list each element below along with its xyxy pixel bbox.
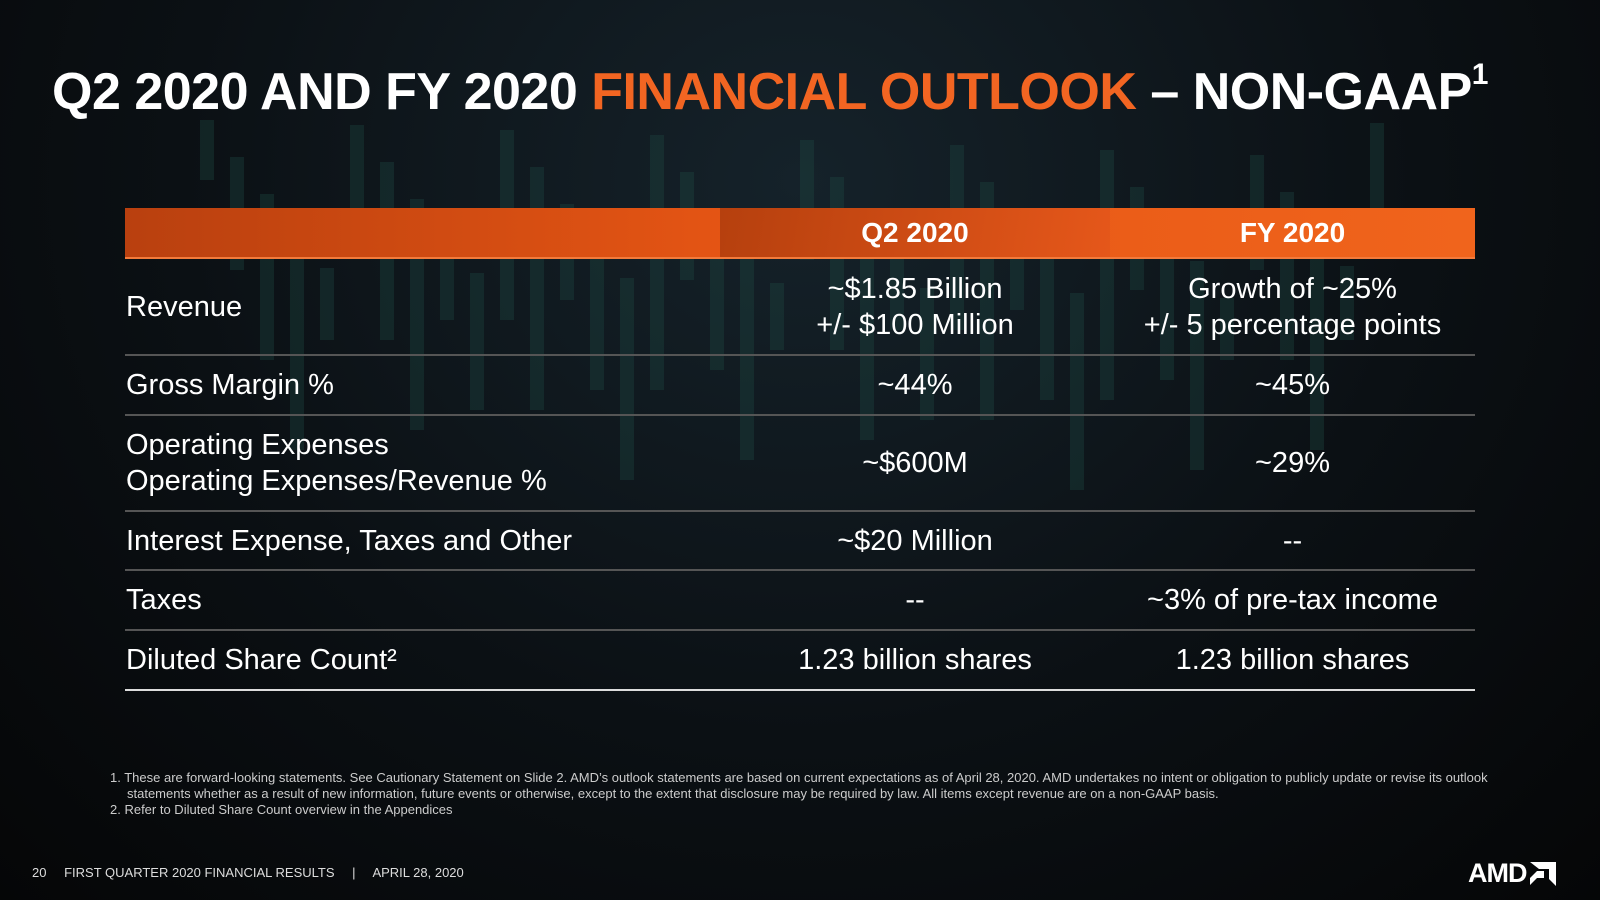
fy-value-line: -- — [1282, 524, 1303, 557]
fy-value-line: ~45% — [1255, 369, 1330, 401]
fy-value: 1.23 billion shares — [1110, 631, 1475, 689]
footer-text: FIRST QUARTER 2020 FINANCIAL RESULTS — [64, 865, 335, 880]
q2-value: 1.23 billion shares — [720, 631, 1110, 689]
row-label: Revenue — [125, 259, 720, 354]
row-label-line: Diluted Share Count² — [126, 644, 397, 676]
logo-text: AMD — [1468, 858, 1527, 888]
title-highlight: FINANCIAL OUTLOOK — [591, 63, 1137, 121]
title-part-3: – NON-GAAP — [1136, 63, 1472, 121]
footnote-1: 1. These are forward-looking statements.… — [110, 770, 1488, 801]
table-row: Diluted Share Count² 1.23 billion shares 1… — [125, 631, 1475, 691]
title-part-1: Q2 2020 AND FY 2020 — [52, 63, 592, 121]
row-label-line: Operating Expenses — [126, 429, 389, 461]
title-footnote-ref: 1 — [1471, 58, 1489, 91]
q2-value: -- — [720, 571, 1110, 629]
q2-value: ~44% — [720, 356, 1110, 414]
row-label-line: Interest Expense, Taxes and Other — [126, 524, 573, 557]
fy-value-line: +/- 5 percentage points — [1143, 308, 1442, 341]
row-label-line: Taxes — [126, 584, 202, 616]
q2-value-line: -- — [905, 584, 925, 616]
q2-value: ~$600M — [720, 416, 1110, 510]
header-cell-fy: FY 2020 — [1239, 216, 1346, 248]
table-row: Revenue ~$1.85 Billion +/- $100 Million Gro… — [125, 259, 1475, 356]
table-row: Interest Expense, Taxes and Other ~$20 Mi… — [125, 512, 1475, 571]
slide-title: Q2 2020 AND FY 2020 FINANCIAL OUTLOOK – … — [52, 58, 1488, 122]
row-label: Taxes — [125, 571, 720, 629]
outlook-table: Q2 2020 FY 2020 Revenue ~$1.85 Billion +/-… — [125, 208, 1475, 691]
decor-bar — [740, 246, 754, 460]
decor-bar — [890, 251, 904, 330]
decor-bar — [290, 231, 304, 450]
decor-bar — [860, 214, 874, 440]
footer-separator: | — [352, 865, 356, 880]
decor-bar — [590, 241, 604, 390]
row-label: Interest Expense, Taxes and Other — [125, 512, 720, 569]
q2-value-line: ~$600M — [862, 447, 968, 479]
table-row: Taxes -- ~3% of pre-tax income — [125, 571, 1475, 631]
row-label-line: Gross Margin % — [126, 369, 334, 401]
footer-date: APRIL 28, 2020 — [372, 865, 464, 880]
page-number: 20 — [32, 865, 47, 880]
table-row: Operating Expenses Operating Expenses/Rev… — [125, 416, 1475, 512]
q2-value-line: 1.23 billion shares — [798, 644, 1032, 676]
row-label-line: Operating Expenses/Revenue % — [126, 465, 547, 497]
header-cell-q2: Q2 2020 — [720, 208, 1110, 257]
q2-value-line: +/- $100 Million — [816, 308, 1014, 341]
decor-bar — [1040, 256, 1054, 400]
header-cell-label — [125, 208, 720, 257]
table-header: Q2 2020 FY 2020 — [125, 208, 1475, 259]
row-label: Diluted Share Count² — [125, 631, 720, 689]
footnotes: 1. These are forward-looking statements.… — [110, 770, 1510, 818]
decor-bar — [650, 135, 664, 390]
q2-value-line: ~44% — [877, 369, 953, 401]
decor-bar — [1190, 261, 1204, 470]
decor-bar — [1220, 298, 1234, 360]
footer: 20 FIRST QUARTER 2020 FINANCIAL RESULTS … — [32, 865, 478, 880]
decor-bar — [1340, 266, 1354, 340]
q2-value: ~$20 Million — [720, 512, 1110, 569]
fy-value-line: ~3% of pre-tax income — [1147, 584, 1438, 616]
fy-value: ~3% of pre-tax income — [1110, 571, 1475, 629]
decor-bar — [1310, 229, 1324, 450]
row-label-line: Revenue — [126, 290, 243, 323]
decor-bar — [1160, 224, 1174, 380]
amd-arrow-icon — [1529, 861, 1556, 886]
fy-value-line: 1.23 billion shares — [1175, 644, 1410, 676]
decor-bar — [620, 278, 634, 480]
decor-bar — [770, 283, 784, 350]
decor-bar — [1070, 293, 1084, 490]
decor-bar — [470, 273, 484, 410]
fy-value: ~29% — [1110, 416, 1475, 510]
decor-bar — [320, 268, 334, 340]
fy-value: ~45% — [1110, 356, 1475, 414]
row-label: Gross Margin % — [125, 356, 720, 414]
footnote-2: 2. Refer to Diluted Share Count overview… — [110, 802, 453, 817]
decor-bar — [200, 120, 214, 180]
q2-value-line: ~$1.85 Billion — [827, 272, 1003, 305]
fy-value-line: ~29% — [1255, 447, 1330, 479]
q2-value: ~$1.85 Billion +/- $100 Million — [720, 259, 1110, 354]
q2-value-line: ~$20 Million — [837, 524, 993, 557]
amd-logo: AMD — [1468, 858, 1556, 889]
fy-value: Growth of ~25% +/- 5 percentage points — [1110, 259, 1475, 354]
fy-value: -- — [1110, 512, 1475, 569]
table-row: Gross Margin % ~44% ~45% — [125, 356, 1475, 416]
fy-value-line: Growth of ~25% — [1188, 272, 1397, 305]
row-label: Operating Expenses Operating Expenses/Rev… — [125, 416, 720, 510]
